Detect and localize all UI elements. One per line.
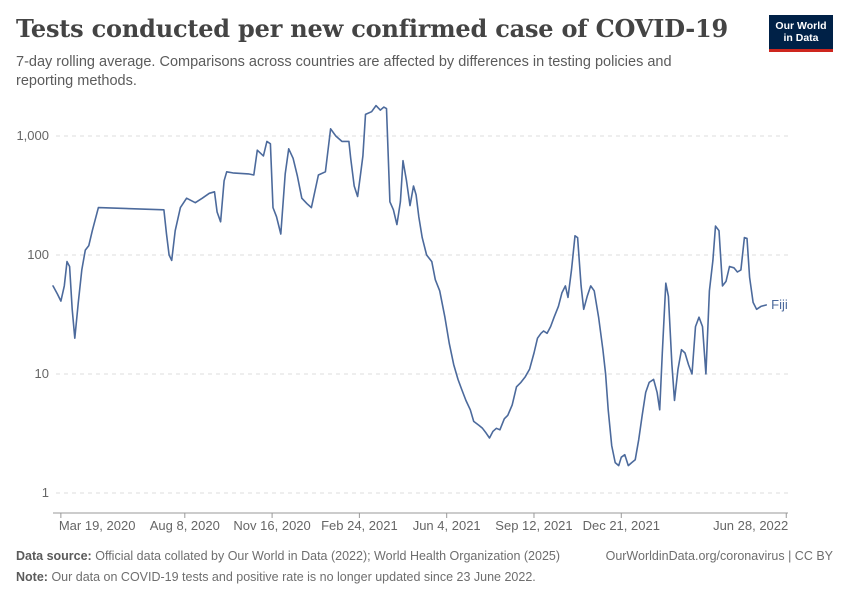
y-tick-label: 1,000 xyxy=(16,128,49,143)
footer-note: Note: Our data on COVID-19 tests and pos… xyxy=(16,570,536,584)
logo-line-1: Our World xyxy=(775,20,827,32)
y-tick-label: 10 xyxy=(35,366,49,381)
footer-url[interactable]: OurWorldinData.org/coronavirus | CC BY xyxy=(605,549,833,563)
x-tick-label: Sep 12, 2021 xyxy=(495,518,572,533)
y-gridlines xyxy=(56,135,788,494)
x-tick-label: Jun 4, 2021 xyxy=(413,518,481,533)
x-tick-label: Nov 16, 2020 xyxy=(233,518,310,533)
chart-subtitle: 7-day rolling average. Comparisons acros… xyxy=(16,54,672,89)
x-axis: Mar 19, 2020 Aug 8, 2020 Nov 16, 2020 Feb 2… xyxy=(53,512,788,533)
owid-logo[interactable]: Our World in Data xyxy=(769,15,833,52)
source-label: Data source: xyxy=(16,549,92,563)
x-tick-label: Jun 28, 2022 xyxy=(713,518,788,533)
note-label: Note: xyxy=(16,570,48,584)
series-line-fiji[interactable] xyxy=(52,104,767,467)
chart-title: Tests conducted per new confirmed case o… xyxy=(16,14,729,43)
logo-line-2: in Data xyxy=(783,32,819,44)
x-tick-label: Mar 19, 2020 xyxy=(59,518,136,533)
series-layer: Fiji xyxy=(52,104,788,467)
footer-source: Data source: Official data collated by O… xyxy=(16,549,560,563)
x-tick-label: Dec 21, 2021 xyxy=(583,518,660,533)
x-tick-label: Aug 8, 2020 xyxy=(150,518,220,533)
y-tick-label: 100 xyxy=(27,247,49,262)
x-tick-label: Feb 24, 2021 xyxy=(321,518,398,533)
series-label: Fiji xyxy=(771,297,788,312)
y-tick-label: 1 xyxy=(42,485,49,500)
note-text: Our data on COVID-19 tests and positive … xyxy=(51,570,536,584)
y-axis-ticks: 1 10 100 1,000 xyxy=(16,128,49,500)
source-text[interactable]: Official data collated by Our World in D… xyxy=(95,549,561,563)
